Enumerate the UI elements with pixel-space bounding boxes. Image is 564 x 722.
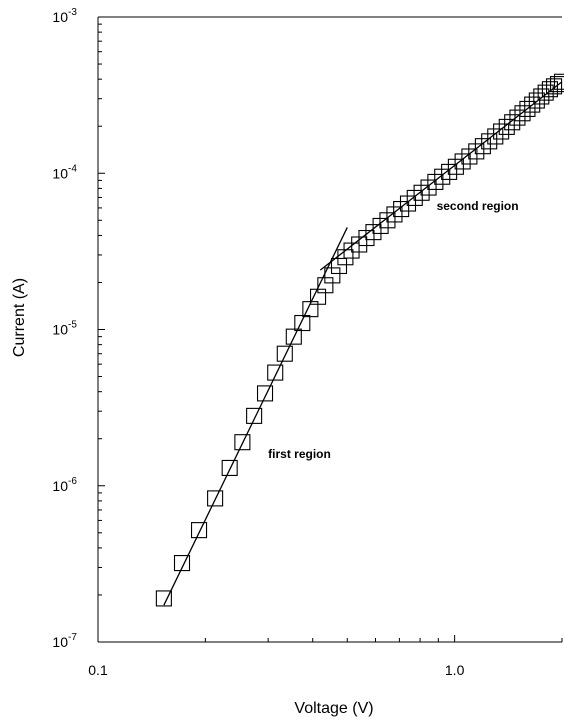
annotation-label: second region	[437, 199, 519, 213]
data-point	[441, 163, 458, 180]
x-axis-title: Voltage (V)	[294, 700, 373, 717]
y-tick-exponent: -3	[68, 7, 77, 18]
x-tick-label: 1.0	[445, 662, 465, 678]
y-tick-label: 10	[52, 478, 68, 494]
fit-lines	[163, 81, 563, 606]
x-tick-label: 0.1	[88, 662, 108, 678]
data-point	[498, 118, 515, 135]
data-point	[330, 257, 348, 275]
data-point	[434, 168, 451, 185]
data-point	[524, 96, 541, 113]
data-point	[267, 364, 284, 381]
data-point	[553, 73, 564, 90]
data-point	[481, 133, 498, 150]
data-point	[276, 345, 293, 362]
y-axis-title: Current (A)	[11, 278, 28, 357]
data-point	[221, 459, 238, 476]
data-point	[155, 590, 172, 607]
y-tick-exponent: -4	[68, 163, 77, 174]
data-point	[294, 314, 311, 332]
data-point	[190, 522, 208, 539]
data-point	[474, 138, 491, 155]
data-point	[256, 385, 274, 402]
data-point	[372, 217, 389, 234]
data-point	[550, 76, 564, 93]
data-markers	[155, 73, 564, 607]
axes	[97, 16, 562, 643]
tick-marks	[97, 16, 563, 643]
data-point	[393, 201, 410, 218]
data-point	[324, 267, 341, 284]
y-tick-exponent: -6	[68, 476, 77, 487]
data-point	[504, 114, 521, 131]
y-tick-label: 10	[52, 634, 68, 650]
y-tick-label: 10	[52, 322, 68, 338]
data-point	[487, 128, 504, 145]
data-point	[234, 434, 251, 451]
y-tick-label: 10	[52, 165, 68, 181]
annotation-label: first region	[268, 447, 331, 461]
data-point	[537, 84, 554, 101]
y-tick-label: 10	[52, 9, 68, 25]
data-point	[413, 184, 430, 201]
tick-labels: 10-710-610-510-410 -30.1 1.0	[52, 7, 464, 678]
first-region-fit	[163, 227, 348, 606]
data-point	[461, 148, 478, 165]
data-point	[399, 195, 417, 212]
data-point	[420, 179, 437, 196]
data-point	[337, 249, 354, 266]
data-point	[514, 105, 531, 122]
data-point	[246, 407, 263, 424]
data-point	[509, 109, 526, 126]
data-point	[454, 153, 471, 170]
data-point	[493, 123, 510, 140]
y-tick-exponent: -5	[68, 320, 77, 331]
data-point	[519, 100, 536, 117]
data-point	[427, 173, 444, 190]
data-point	[386, 206, 403, 223]
annotations: first region second region	[268, 199, 518, 461]
data-point	[173, 555, 191, 572]
data-point	[468, 143, 485, 160]
y-tick-exponent: -7	[68, 632, 77, 643]
data-point	[285, 328, 302, 345]
data-point	[207, 490, 224, 507]
data-point	[447, 158, 464, 175]
data-point	[406, 189, 423, 206]
